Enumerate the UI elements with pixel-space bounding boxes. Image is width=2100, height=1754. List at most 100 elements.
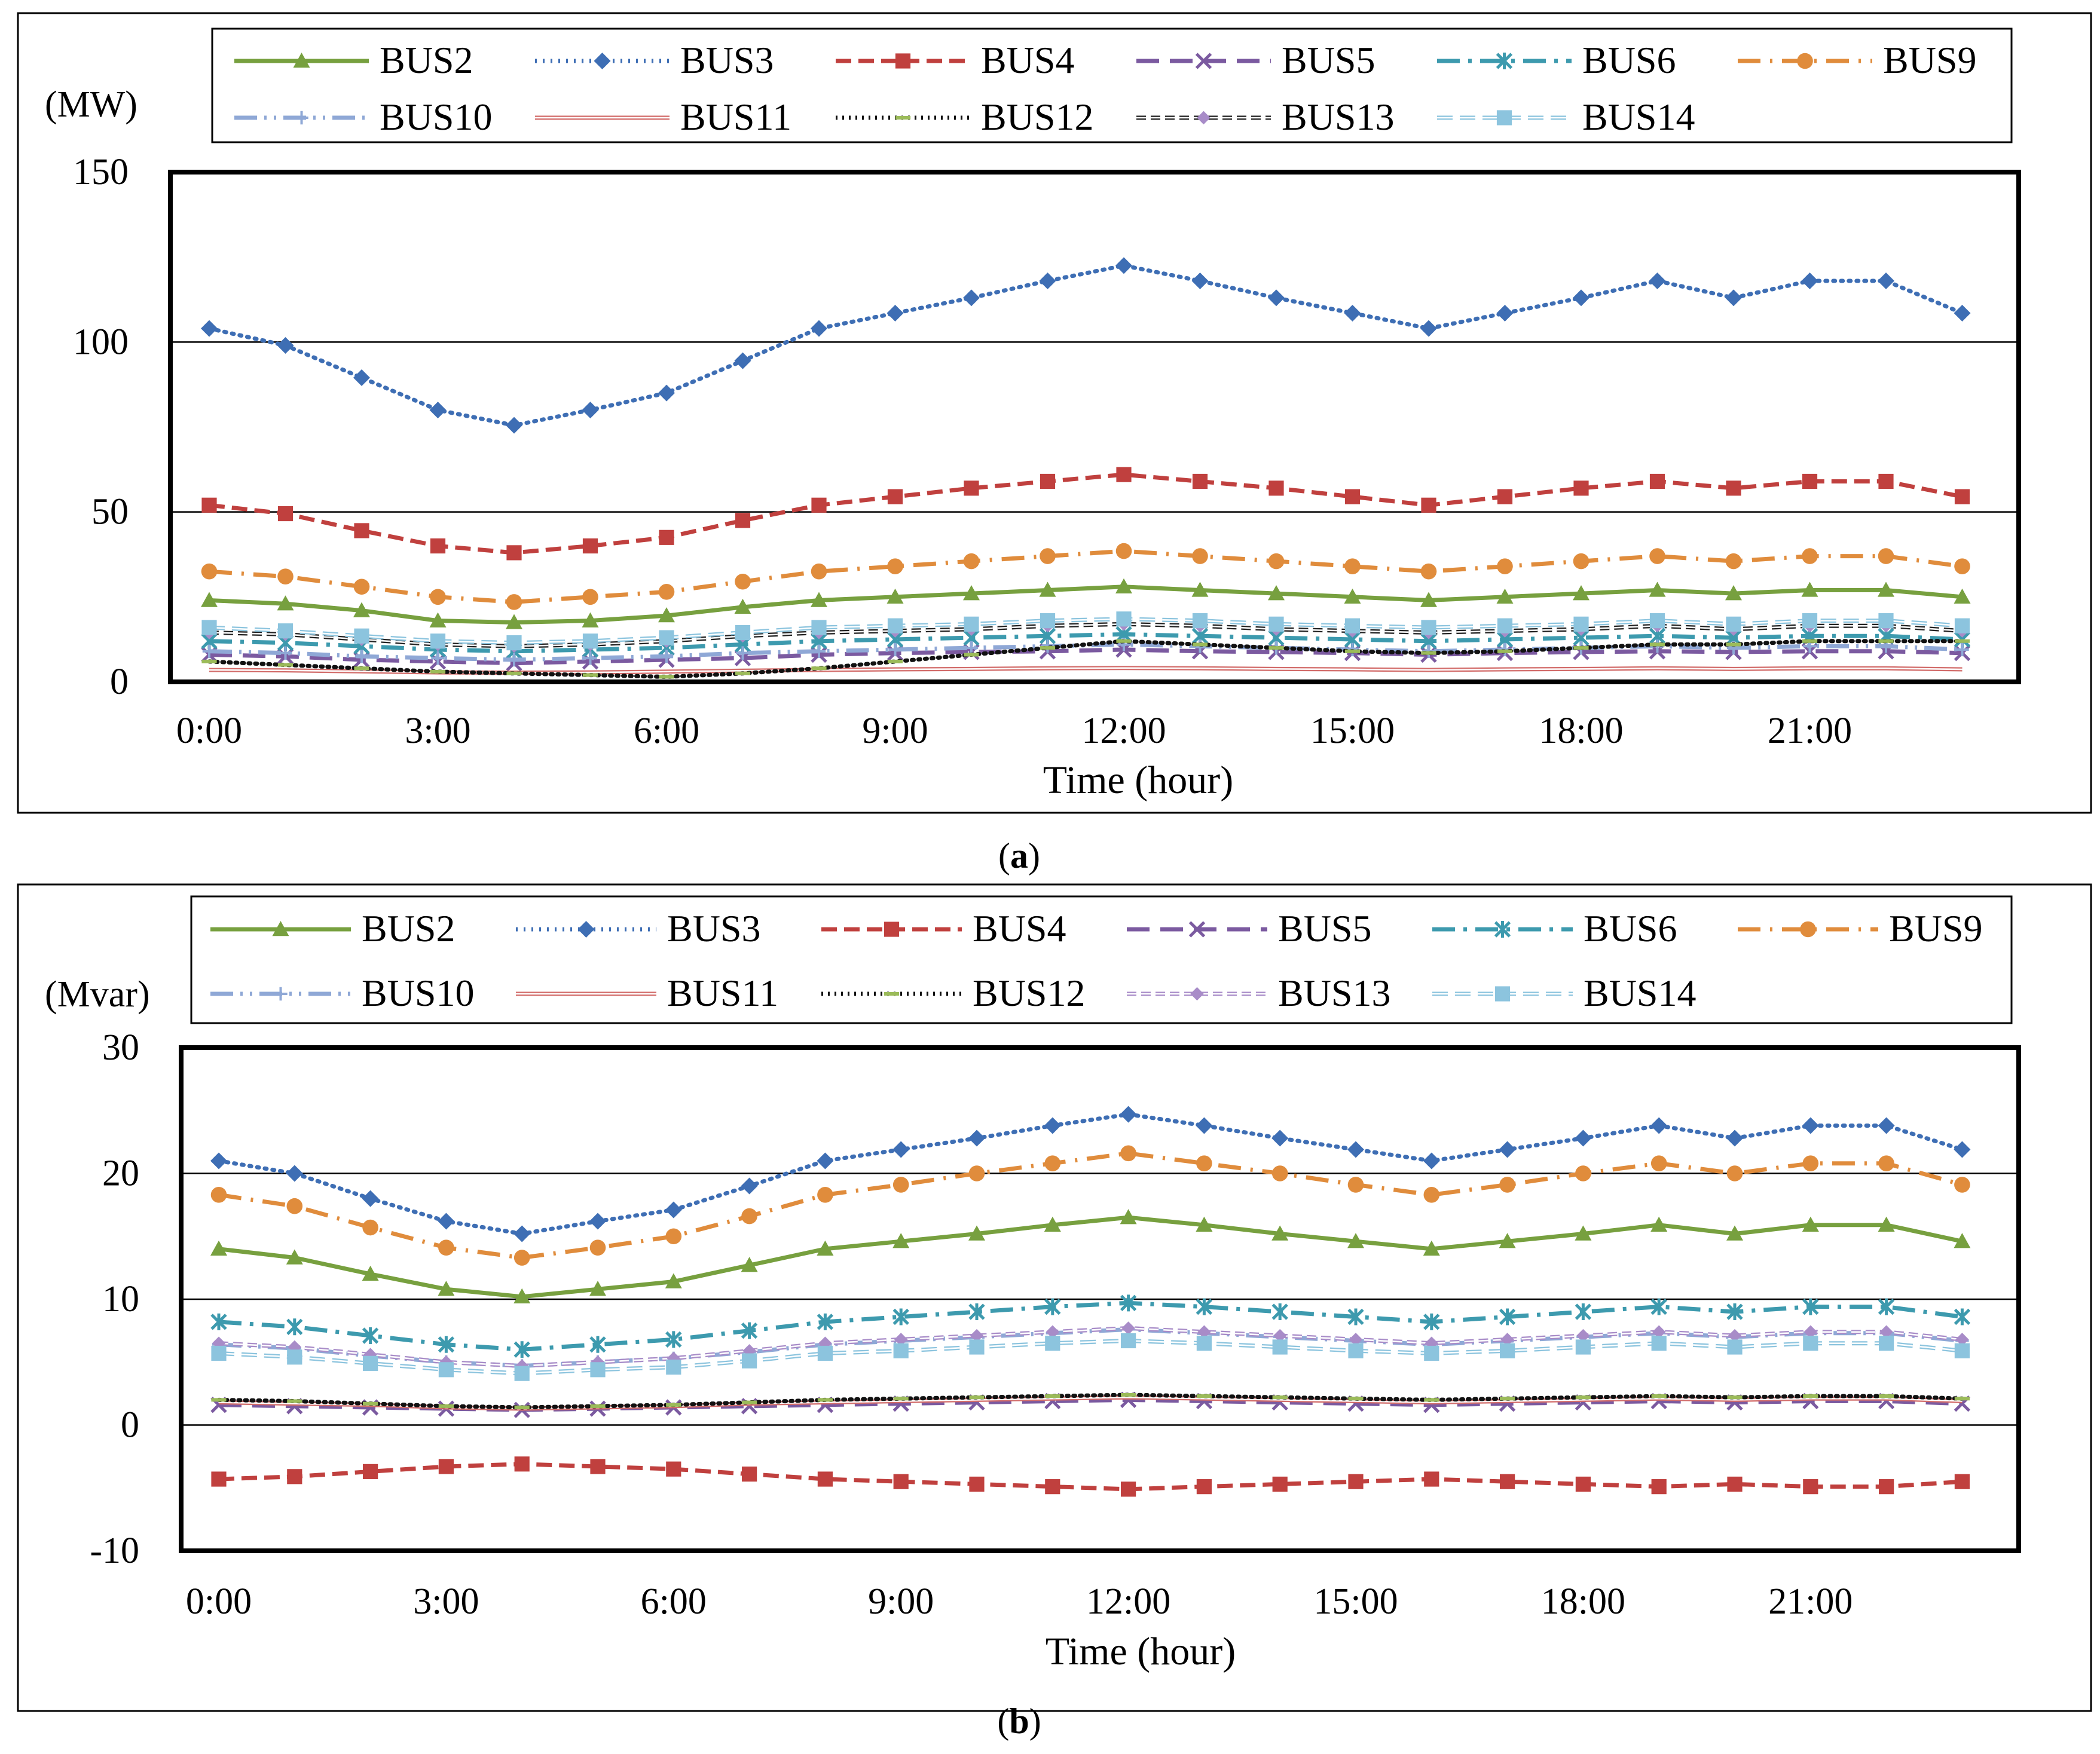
chart-a-point-bus3: [734, 352, 751, 369]
chart-panel-b: BUS2 BUS3 BUS4 BUS5 BUS6 BUS9 BUS10 BUS11 BUS12 B…: [17, 883, 2092, 1712]
chart-a-point-bus9: [353, 578, 370, 595]
chart-a-point-bus12: [735, 671, 751, 675]
chart-a-point-bus14: [1040, 613, 1056, 629]
chart-a-point-bus4: [1573, 480, 1589, 496]
chart-a-point-bus2: [1420, 592, 1437, 607]
chart-a-point-bus12: [201, 659, 217, 663]
chart-a-legend-item-bus4: BUS4: [836, 39, 1075, 81]
chart-a-point-bus9: [735, 573, 751, 590]
chart-b-legend-marker-bus12: [884, 992, 900, 996]
chart-a-point-bus4: [1268, 480, 1284, 496]
chart-a-point-bus2: [1191, 581, 1209, 597]
chart-a-point-bus3: [1801, 272, 1818, 289]
chart-a-point-bus12: [506, 671, 522, 675]
chart-b-point-bus4: [1121, 1481, 1136, 1497]
chart-b-point-bus13: [1804, 1325, 1817, 1339]
chart-b-point-bus14: [1954, 1343, 1970, 1358]
chart-a-legend-item-bus3: BUS3: [535, 39, 774, 81]
chart-b-point-bus3: [892, 1141, 910, 1158]
chart-b-point-bus14: [1272, 1339, 1288, 1355]
chart-b-point-bus6: [1802, 1298, 1819, 1315]
chart-b-point-bus2: [817, 1240, 834, 1256]
chart-a-point-bus12: [1116, 639, 1132, 643]
chart-b-legend-item-bus3: BUS3: [516, 907, 761, 950]
chart-a-point-bus2: [506, 614, 522, 629]
chart-b-point-bus4: [1196, 1479, 1212, 1495]
chart-b-point-bus14: [287, 1349, 302, 1365]
chart-b-point-bus3: [1954, 1141, 1971, 1158]
chart-a-point-bus3: [1115, 257, 1132, 274]
chart-b-point-bus3: [817, 1152, 834, 1170]
chart-a-legend-label-bus10: BUS10: [380, 96, 493, 138]
chart-a-point-bus2: [887, 588, 904, 604]
chart-b-point-bus14: [969, 1339, 985, 1355]
chart-b-point-bus14: [1651, 1336, 1667, 1351]
chart-a-point-bus10: [279, 646, 292, 660]
chart-b-point-bus6: [741, 1322, 758, 1339]
chart-a-point-bus12: [1726, 642, 1741, 647]
chart-b-caption: (b): [997, 1701, 1041, 1741]
chart-a-point-bus10: [1955, 642, 1969, 657]
chart-b-legend-marker-bus14: [1494, 986, 1511, 1002]
chart-a-xlabel: Time (hour): [1043, 758, 1233, 802]
chart-b-point-bus3: [1499, 1141, 1516, 1158]
chart-a-point-bus3: [1496, 304, 1514, 322]
chart-a-legend-item-bus11: BUS11: [535, 96, 791, 138]
chart-a-point-bus4: [735, 513, 751, 528]
chart-a-point-bus9: [963, 553, 980, 570]
chart-b-series-bus9: [210, 1145, 1970, 1266]
chart-b-legend-label-bus3: BUS3: [667, 907, 761, 950]
chart-a-plot-border: [168, 170, 2021, 684]
chart-b-point-bus9: [513, 1250, 530, 1266]
chart-b-point-bus14: [514, 1366, 530, 1381]
chart-b-legend-label-bus12: BUS12: [973, 972, 1086, 1014]
chart-a-point-bus14: [1192, 613, 1208, 629]
chart-b-point-bus4: [666, 1461, 681, 1477]
chart-a-ytick-label: 50: [91, 492, 129, 532]
chart-a-point-bus14: [1268, 616, 1284, 632]
chart-a-point-bus4: [201, 497, 217, 513]
chart-b-point-bus13: [439, 1355, 453, 1369]
chart-b-point-bus9: [1954, 1177, 1970, 1193]
chart-a-point-bus2: [811, 592, 827, 607]
chart-b-point-bus3: [438, 1213, 455, 1230]
chart-a-point-bus14: [430, 633, 446, 649]
chart-b-point-bus9: [968, 1165, 985, 1181]
chart-b-point-bus9: [1650, 1155, 1667, 1171]
chart-a-point-bus9: [1649, 548, 1665, 564]
chart-b-point-bus12: [742, 1400, 757, 1404]
chart-a-point-bus9: [811, 563, 827, 580]
chart-b-point-bus2: [589, 1281, 606, 1296]
chart-b-legend-item-bus10: BUS10: [210, 972, 475, 1014]
chart-b-point-bus12: [514, 1406, 530, 1410]
chart-b-xtick-label: 18:00: [1541, 1581, 1625, 1622]
chart-a-series-bus14: [201, 611, 1970, 651]
chart-b-point-bus12: [1575, 1395, 1591, 1400]
chart-b-legend-marker-bus6: [1494, 921, 1511, 938]
chart-b-point-bus9: [817, 1186, 833, 1203]
chart-b-point-bus6: [1878, 1298, 1895, 1315]
chart-b-point-bus6: [1954, 1308, 1971, 1326]
chart-a-point-bus9: [1115, 543, 1132, 559]
chart-a-point-bus14: [1726, 616, 1741, 632]
chart-b-point-bus13: [1500, 1333, 1514, 1346]
chart-a-point-bus3: [353, 369, 370, 387]
chart-b-point-bus13: [1879, 1325, 1893, 1339]
chart-a-point-bus4: [1726, 480, 1741, 496]
chart-a-point-bus2: [1649, 581, 1666, 597]
chart-b-legend-item-bus14: BUS14: [1432, 972, 1696, 1014]
chart-b-point-bus3: [741, 1177, 758, 1195]
chart-a-legend: BUS2 BUS3 BUS4 BUS5 BUS6 BUS9 BUS10 BUS11 BUS12 B…: [211, 27, 2013, 143]
chart-a-point-bus3: [1725, 289, 1742, 307]
chart-b-point-bus14: [1879, 1336, 1894, 1351]
chart-b-point-bus6: [1575, 1303, 1592, 1321]
chart-b-point-bus4: [1575, 1476, 1591, 1492]
chart-a-point-bus2: [277, 595, 294, 611]
chart-b-point-bus6: [1120, 1294, 1137, 1312]
chart-a-legend-box: [211, 27, 2013, 143]
chart-b-point-bus2: [1196, 1216, 1213, 1232]
chart-a-series-bus4: [201, 467, 1970, 561]
chart-a-point-bus10: [888, 642, 902, 657]
chart-b-line-bus5: [218, 1397, 1963, 1412]
chart-a-point-bus14: [354, 628, 369, 644]
